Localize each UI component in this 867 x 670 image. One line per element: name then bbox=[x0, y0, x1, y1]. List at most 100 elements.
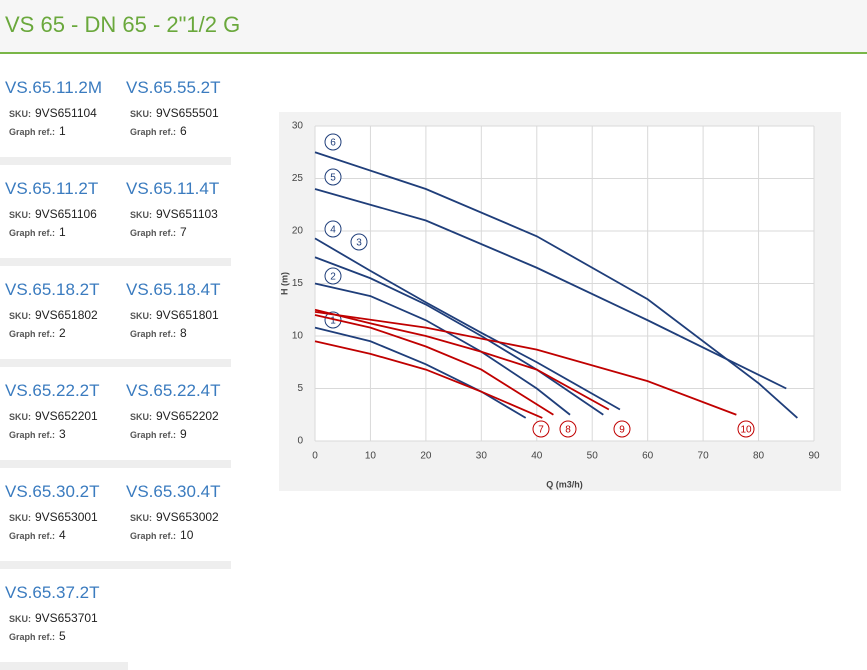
sku-label: SKU: bbox=[130, 513, 152, 523]
x-tick-label: 80 bbox=[753, 451, 765, 462]
sku: 9VS651103 bbox=[156, 207, 218, 221]
graph-ref: 10 bbox=[180, 528, 194, 542]
graph-ref: 6 bbox=[180, 124, 187, 138]
sku-label: SKU: bbox=[9, 109, 31, 119]
ref-row: Graph ref.: 4 bbox=[5, 528, 126, 542]
sku-row: SKU: 9VS651106 bbox=[5, 207, 126, 221]
graph-ref: 7 bbox=[180, 225, 187, 239]
sku-row: SKU: 9VS651104 bbox=[5, 106, 126, 120]
sku: 9VS653001 bbox=[35, 510, 98, 524]
legend-label: 3 bbox=[356, 238, 362, 249]
legend-label: 8 bbox=[565, 425, 571, 436]
sku: 9VS651106 bbox=[35, 207, 97, 221]
ref-row: Graph ref.: 9 bbox=[126, 427, 247, 441]
title: VS 65 - DN 65 - 2"1/2 G bbox=[5, 12, 241, 37]
separator bbox=[0, 460, 231, 468]
separator bbox=[0, 662, 128, 670]
product-name: VS.65.30.2T bbox=[5, 482, 100, 501]
graph-ref: 4 bbox=[59, 528, 66, 542]
product-card: VS.65.18.4T SKU: 9VS651801 Graph ref.: 8 bbox=[126, 280, 247, 340]
x-tick-label: 90 bbox=[808, 451, 820, 462]
ref-label: Graph ref.: bbox=[130, 329, 177, 339]
product-name: VS.65.11.2T bbox=[5, 179, 99, 198]
curve-label-circle bbox=[737, 420, 755, 438]
legend-label: 2 bbox=[330, 272, 336, 283]
separator bbox=[0, 258, 231, 266]
y-tick-label: 25 bbox=[292, 173, 304, 184]
legend-label: 6 bbox=[330, 138, 336, 149]
sku-label: SKU: bbox=[130, 109, 152, 119]
x-tick-label: 70 bbox=[698, 451, 710, 462]
legend-label: 5 bbox=[330, 173, 336, 184]
sku-row: SKU: 9VS651801 bbox=[126, 308, 247, 322]
sku-row: SKU: 9VS651802 bbox=[5, 308, 126, 322]
product-card: VS.65.37.2T SKU: 9VS653701 Graph ref.: 5 bbox=[5, 583, 126, 643]
sku: 9VS652202 bbox=[156, 409, 219, 423]
product-name: VS.65.11.2M bbox=[5, 78, 103, 97]
y-tick-label: 15 bbox=[292, 278, 304, 289]
product-name: VS.65.18.4T bbox=[126, 280, 221, 299]
sku-label: SKU: bbox=[9, 614, 31, 624]
product-name: VS.65.11.4T bbox=[126, 179, 220, 198]
y-tick-label: 30 bbox=[292, 121, 304, 132]
sku-row: SKU: 9VS653002 bbox=[126, 510, 247, 524]
sku-row: SKU: 9VS651103 bbox=[126, 207, 247, 221]
ref-label: Graph ref.: bbox=[9, 329, 56, 339]
graph-ref: 1 bbox=[59, 124, 66, 138]
x-axis-label: Q (m3/h) bbox=[546, 479, 583, 489]
curve bbox=[314, 188, 787, 390]
product-card: VS.65.55.2T SKU: 9VS655501 Graph ref.: 6 bbox=[126, 78, 247, 138]
graph-ref: 1 bbox=[59, 225, 66, 239]
sku: 9VS653002 bbox=[156, 510, 219, 524]
y-tick-label: 5 bbox=[297, 383, 303, 394]
ref-label: Graph ref.: bbox=[9, 127, 56, 137]
curve bbox=[314, 326, 527, 419]
product-card: VS.65.30.2T SKU: 9VS653001 Graph ref.: 4 bbox=[5, 482, 126, 542]
legend-label: 9 bbox=[619, 425, 625, 436]
x-tick-label: 30 bbox=[476, 451, 488, 462]
ref-row: Graph ref.: 1 bbox=[5, 225, 126, 239]
curve-label-circle bbox=[613, 420, 631, 438]
legend-label: 10 bbox=[740, 425, 752, 436]
curve-label-circle bbox=[559, 420, 577, 438]
sku: 9VS651801 bbox=[156, 308, 219, 322]
sku: 9VS652201 bbox=[35, 409, 98, 423]
curve-label-circle bbox=[350, 233, 368, 251]
x-tick-label: 40 bbox=[531, 451, 543, 462]
legend-label: 4 bbox=[330, 225, 336, 236]
sku-label: SKU: bbox=[130, 210, 152, 220]
curve-label-circle bbox=[324, 220, 342, 238]
ref-label: Graph ref.: bbox=[9, 531, 56, 541]
ref-row: Graph ref.: 3 bbox=[5, 427, 126, 441]
curve bbox=[314, 340, 543, 419]
legend-label: 1 bbox=[330, 316, 336, 327]
y-tick-label: 0 bbox=[297, 436, 303, 447]
graph-ref: 5 bbox=[59, 629, 66, 643]
x-tick-label: 60 bbox=[642, 451, 654, 462]
curve-label-circle bbox=[324, 168, 342, 186]
ref-row: Graph ref.: 5 bbox=[5, 629, 126, 643]
product-name: VS.65.55.2T bbox=[126, 78, 221, 97]
sku-label: SKU: bbox=[9, 311, 31, 321]
ref-label: Graph ref.: bbox=[130, 228, 177, 238]
curve bbox=[314, 314, 554, 416]
graph-ref: 2 bbox=[59, 326, 66, 340]
ref-row: Graph ref.: 1 bbox=[5, 124, 126, 138]
sku: 9VS651802 bbox=[35, 308, 98, 322]
separator bbox=[0, 561, 231, 569]
curve bbox=[314, 308, 610, 411]
curve bbox=[314, 282, 571, 416]
product-name: VS.65.37.2T bbox=[5, 583, 100, 602]
product-card: VS.65.30.4T SKU: 9VS653002 Graph ref.: 10 bbox=[126, 482, 247, 542]
y-axis-label: H (m) bbox=[279, 272, 289, 295]
sku-row: SKU: 9VS655501 bbox=[126, 106, 247, 120]
curve-label-circle bbox=[324, 133, 342, 151]
graph-ref: 8 bbox=[180, 326, 187, 340]
sku-row: SKU: 9VS652202 bbox=[126, 409, 247, 423]
separator bbox=[0, 359, 231, 367]
ref-row: Graph ref.: 2 bbox=[5, 326, 126, 340]
product-card: VS.65.11.4T SKU: 9VS651103 Graph ref.: 7 bbox=[126, 179, 247, 239]
header: VS 65 - DN 65 - 2"1/2 G bbox=[0, 0, 867, 54]
